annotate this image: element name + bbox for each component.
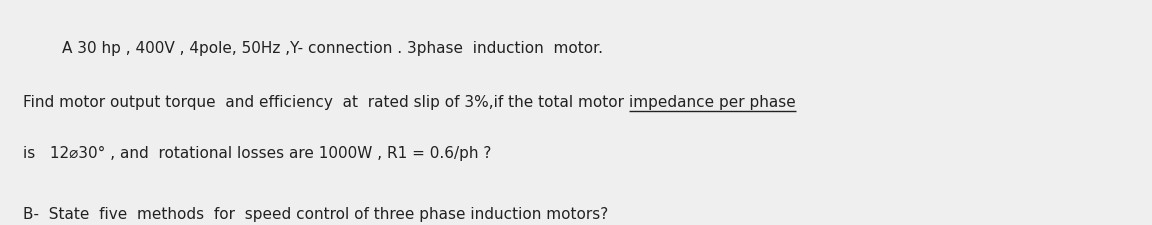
Text: impedance per phase: impedance per phase <box>629 94 796 110</box>
Text: is   12⌀30° , and  rotational losses are 1000W , R1 = 0.6/ph ?: is 12⌀30° , and rotational losses are 10… <box>23 146 492 161</box>
Text: Find motor output torque  and efficiency  at  rated slip of 3%,if the total moto: Find motor output torque and efficiency … <box>23 94 629 110</box>
Text: A 30 hp , 400V , 4pole, 50Hz ,Y- connection . 3phase  induction  motor.: A 30 hp , 400V , 4pole, 50Hz ,Y- connect… <box>23 40 602 56</box>
Text: B-  State  five  methods  for  speed control of three phase induction motors?: B- State five methods for speed control … <box>23 207 608 222</box>
Text: Find motor output torque  and efficiency  at  rated slip of 3%,if the total moto: Find motor output torque and efficiency … <box>23 94 629 110</box>
